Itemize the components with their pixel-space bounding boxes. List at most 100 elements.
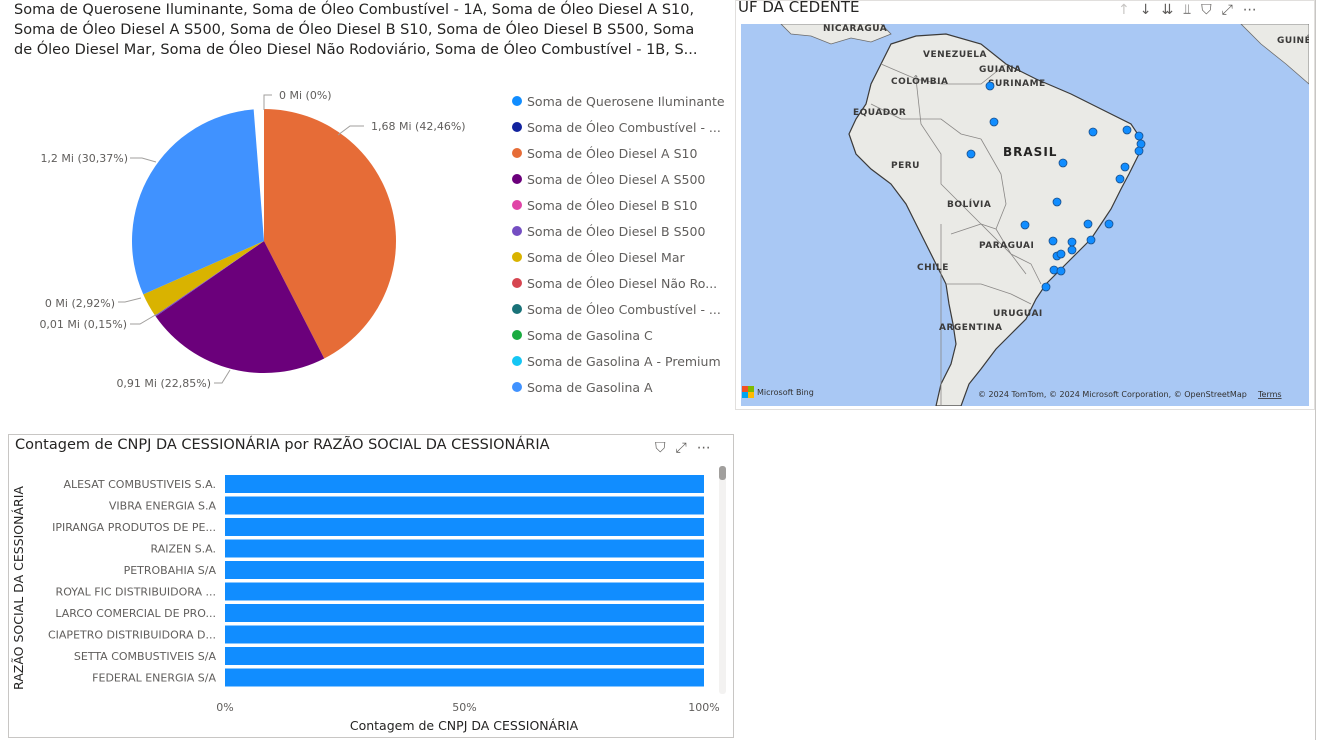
pie-label-left: 1,2 Mi (30,37%)	[40, 152, 128, 165]
filter-icon[interactable]: ⛉	[1201, 2, 1212, 18]
map-point[interactable]	[1088, 127, 1098, 137]
map-point[interactable]	[1122, 125, 1132, 135]
africa-land	[1240, 24, 1309, 85]
map-label: GUIANA	[979, 65, 1022, 75]
legend-item[interactable]: Soma de Querosene Iluminante	[512, 88, 725, 114]
map-point[interactable]	[1020, 220, 1030, 230]
pie-slice-2[interactable]	[155, 241, 325, 374]
map-point[interactable]	[1086, 235, 1096, 245]
legend-item[interactable]: Soma de Óleo Diesel A S10	[512, 140, 722, 166]
expand-next-level-icon[interactable]: ⇊	[1161, 2, 1174, 18]
bar-chart: RAZÃO SOCIAL DA CESSIONÁRIA ALESAT COMBU…	[11, 475, 720, 733]
pie-slice-3[interactable]	[155, 241, 264, 317]
legend-item[interactable]: Soma de Óleo Diesel A S500	[512, 166, 722, 192]
map-label: CHILE	[917, 263, 949, 273]
map-point[interactable]	[1120, 162, 1130, 172]
bar-4[interactable]	[225, 561, 704, 579]
map-point[interactable]	[985, 81, 995, 91]
map-point[interactable]	[1134, 131, 1144, 141]
map-canvas[interactable]: NICARAGUA GUINÉ VENEZUELA GUIANA COLÔMBIA SUR…	[741, 24, 1309, 406]
bar-category-label: ALESAT COMBUSTIVEIS S.A.	[63, 478, 216, 491]
focus-mode-icon[interactable]: ⤢	[675, 440, 687, 456]
map-point[interactable]	[1041, 282, 1051, 292]
bar-5[interactable]	[225, 582, 704, 601]
bar-1[interactable]	[225, 496, 704, 515]
bar-x-ticks: 0% 50% 100%	[216, 701, 719, 714]
legend-label: Soma de Gasolina C	[527, 327, 653, 343]
map-point[interactable]	[1134, 146, 1144, 156]
map-point[interactable]	[1067, 237, 1077, 247]
bar-scrollbar-thumb[interactable]	[719, 466, 726, 480]
map-point[interactable]	[1067, 245, 1077, 255]
map-points[interactable]	[966, 81, 1146, 292]
page-divider	[1315, 0, 1316, 740]
map-label: PERU	[891, 161, 920, 171]
pie-label-bottom: 0,91 Mi (22,85%)	[116, 377, 211, 390]
drill-down-icon[interactable]: ↓	[1139, 2, 1152, 18]
legend-marker-icon	[512, 174, 522, 184]
bar-category-label: PETROBAHIA S/A	[124, 564, 217, 577]
drill-up-icon[interactable]: ↑	[1118, 2, 1130, 18]
legend-item[interactable]: Soma de Óleo Diesel Mar	[512, 244, 722, 270]
bar-6[interactable]	[225, 604, 704, 622]
map-point[interactable]	[989, 117, 999, 127]
bar-0[interactable]	[225, 475, 704, 493]
legend-item[interactable]: Soma de Gasolina A - Premium	[512, 348, 722, 374]
map-point[interactable]	[1104, 219, 1114, 229]
legend-item[interactable]: Soma de Óleo Diesel B S500	[512, 218, 722, 244]
pie-chart-title: Soma de Querosene Iluminante, Soma de Ól…	[14, 0, 726, 60]
bar-2[interactable]	[225, 518, 704, 536]
map-point[interactable]	[1083, 219, 1093, 229]
map-point[interactable]	[1058, 158, 1068, 168]
legend-item[interactable]: Soma de Gasolina A	[512, 374, 722, 400]
pie-slice-5[interactable]	[132, 109, 264, 295]
map-point[interactable]	[1052, 197, 1062, 207]
legend-marker-icon	[512, 304, 522, 314]
filter-icon[interactable]: ⛉	[655, 440, 666, 456]
map-label: EQUADOR	[853, 108, 906, 118]
map-point[interactable]	[1056, 266, 1066, 276]
legend-item[interactable]: Soma de Óleo Diesel Não Ro...	[512, 270, 722, 296]
map-header-icons: ↑ ↓ ⇊ ⫫ ⛉ ⤢ ⋯	[1118, 2, 1257, 18]
legend-item[interactable]: Soma de Óleo Combustível - ...	[512, 296, 722, 322]
legend-marker-icon	[512, 96, 522, 106]
bar-x-axis-title: Contagem de CNPJ DA CESSIONÁRIA	[350, 718, 579, 733]
legend-marker-icon	[512, 356, 522, 366]
bar-3[interactable]	[225, 539, 704, 558]
bing-logo-icon-3	[742, 392, 748, 398]
south-america-land	[848, 33, 1142, 406]
legend-item[interactable]: Soma de Óleo Combustível - ...	[512, 114, 722, 140]
bing-logo-icon-4	[748, 392, 754, 398]
legend-marker-icon	[512, 148, 522, 158]
more-options-icon[interactable]: ⋯	[696, 440, 711, 456]
legend-label: Soma de Óleo Diesel Não Ro...	[527, 275, 718, 291]
legend-marker-icon	[512, 330, 522, 340]
legend-item[interactable]: Soma de Óleo Diesel B S10	[512, 192, 722, 218]
expand-hierarchy-icon[interactable]: ⫫	[1183, 2, 1192, 18]
map-point[interactable]	[1115, 174, 1125, 184]
bar-category-label: VIBRA ENERGIA S.A	[109, 500, 217, 513]
pie-slice-1[interactable]	[264, 109, 397, 359]
bar-x-tick: 0%	[216, 701, 233, 714]
bar-7[interactable]	[225, 625, 704, 644]
map-terms-link[interactable]: Terms	[1257, 390, 1282, 399]
bar-8[interactable]	[225, 647, 704, 665]
pie-slice-4[interactable]	[143, 241, 264, 316]
more-options-icon[interactable]: ⋯	[1242, 2, 1257, 18]
bar-scrollbar[interactable]	[719, 466, 726, 694]
pie-chart: 0 Mi (0%) 1,68 Mi (42,46%) 1,2 Mi (30,37…	[39, 89, 465, 390]
bar-category-label: FEDERAL ENERGIA S/A	[92, 672, 216, 685]
legend-marker-icon	[512, 122, 522, 132]
map-point[interactable]	[1048, 236, 1058, 246]
map-label: GUINÉ	[1277, 34, 1309, 46]
map-label: URUGUAI	[993, 309, 1043, 319]
bar-9[interactable]	[225, 668, 704, 687]
focus-mode-icon[interactable]: ⤢	[1221, 2, 1233, 18]
bar-chart-title: Contagem de CNPJ DA CESSIONÁRIA por RAZÃ…	[15, 437, 550, 453]
map-labels: NICARAGUA GUINÉ VENEZUELA GUIANA COLÔMBIA SUR…	[823, 24, 1309, 333]
map-point[interactable]	[966, 149, 976, 159]
pie-slices[interactable]	[132, 109, 397, 374]
bar-series[interactable]	[225, 475, 704, 687]
legend-item[interactable]: Soma de Gasolina C	[512, 322, 722, 348]
map-point[interactable]	[1056, 249, 1066, 259]
